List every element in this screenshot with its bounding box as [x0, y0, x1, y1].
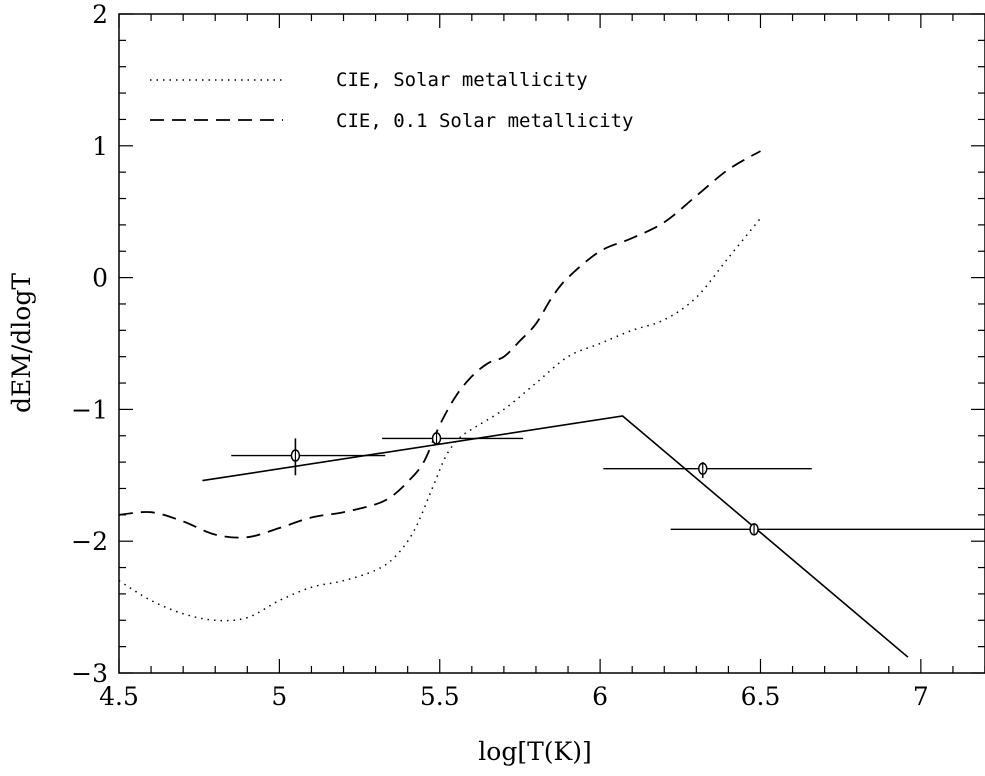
series-line-tenth-solar [118, 150, 761, 539]
x-tick-label: 5 [271, 682, 287, 711]
data-points-layer [231, 432, 985, 536]
axis-ticks [118, 13, 985, 674]
y-axis-title: dEM/dlogT [7, 273, 36, 413]
y-tick-label: 0 [92, 264, 108, 293]
data-point [382, 432, 524, 445]
x-tick-label: 5.5 [420, 682, 460, 711]
legend: CIE, Solar metallicity CIE, 0.1 Solar me… [150, 69, 633, 132]
y-tick-labels: −3 −2 −1 0 1 2 [71, 0, 108, 688]
legend-label-tenth-solar: CIE, 0.1 Solar metallicity [336, 110, 633, 132]
y-tick-label: −2 [71, 527, 108, 556]
data-point [231, 438, 386, 476]
y-tick-label: 1 [92, 132, 108, 161]
x-tick-label: 6.5 [741, 682, 781, 711]
x-tick-labels: 4.5 5 5.5 6 6.5 7 [99, 682, 929, 711]
series-line-solar [118, 217, 762, 622]
plot-frame [118, 13, 985, 674]
legend-label-solar: CIE, Solar metallicity [336, 69, 588, 91]
series-layer [118, 150, 762, 622]
y-tick-label: 2 [92, 0, 108, 29]
x-tick-label: 7 [913, 682, 929, 711]
x-tick-label: 6 [592, 682, 608, 711]
data-point [603, 462, 812, 478]
x-axis-title: log[T(K)] [478, 737, 591, 766]
fit-line [202, 415, 909, 658]
fit-layer [202, 415, 909, 658]
x-tick-label: 4.5 [99, 682, 139, 711]
y-tick-label: −1 [71, 395, 108, 424]
data-point [670, 523, 985, 536]
y-tick-label: −3 [71, 659, 108, 688]
